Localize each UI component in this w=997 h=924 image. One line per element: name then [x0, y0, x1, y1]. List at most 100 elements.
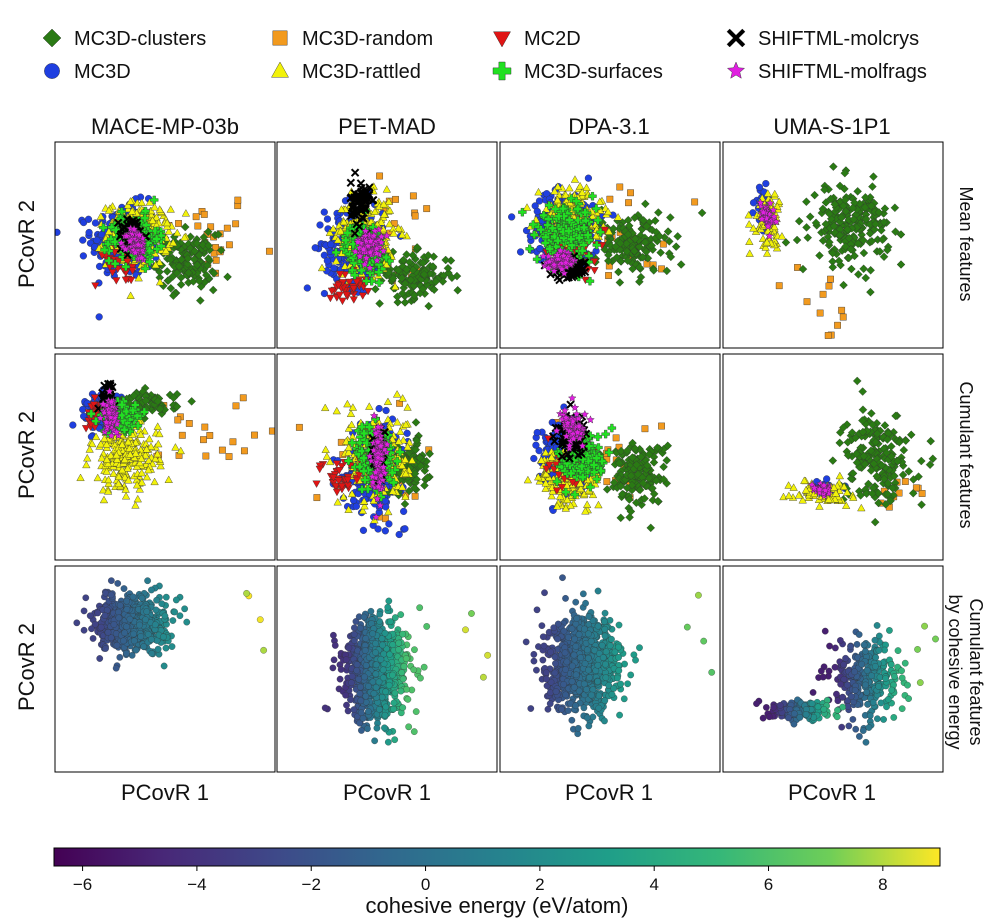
- point: [145, 434, 154, 443]
- point: [614, 267, 623, 277]
- point: [85, 445, 94, 453]
- point: [124, 476, 133, 484]
- point: [90, 394, 99, 402]
- point: [391, 282, 400, 290]
- point: [363, 241, 373, 250]
- point: [229, 438, 237, 446]
- point: [810, 190, 819, 200]
- point: [359, 244, 368, 254]
- point: [352, 219, 361, 229]
- point: [266, 247, 273, 255]
- point: [346, 409, 356, 417]
- point: [375, 404, 383, 413]
- point: [370, 207, 380, 215]
- point: [875, 247, 885, 256]
- point: [212, 256, 220, 264]
- point: [572, 196, 581, 206]
- point: [671, 242, 681, 251]
- point: [323, 215, 332, 223]
- point: [320, 208, 328, 216]
- point: [869, 172, 878, 181]
- point: [196, 296, 205, 305]
- point: [536, 244, 544, 253]
- point: [549, 260, 559, 269]
- point: [544, 263, 553, 272]
- point: [154, 439, 163, 448]
- point: [398, 461, 407, 469]
- point: [616, 183, 624, 191]
- point: [630, 234, 640, 244]
- point: [401, 420, 410, 428]
- point: [541, 238, 550, 248]
- point: [890, 203, 900, 213]
- point: [84, 215, 93, 223]
- point: [134, 273, 143, 282]
- point: [102, 417, 111, 426]
- point: [561, 190, 570, 199]
- point: [829, 162, 838, 171]
- point: [650, 216, 660, 226]
- point: [359, 526, 368, 534]
- point: [98, 252, 107, 260]
- point: [150, 202, 159, 211]
- panel: [54, 141, 276, 349]
- point: [425, 449, 434, 459]
- point: [400, 507, 408, 515]
- point: [639, 216, 648, 225]
- point: [135, 458, 145, 467]
- point: [584, 235, 594, 245]
- point: [585, 276, 595, 286]
- point: [131, 400, 140, 410]
- point: [123, 464, 132, 472]
- point: [330, 264, 338, 272]
- point: [385, 520, 393, 528]
- y-axis-labels: PCovR 2 PCovR 2 PCovR 2: [14, 200, 39, 711]
- point: [341, 236, 350, 245]
- point: [106, 412, 116, 422]
- point: [335, 467, 344, 475]
- column-title: DPA-3.1: [568, 114, 650, 139]
- point: [132, 480, 142, 489]
- point: [200, 211, 208, 218]
- point: [604, 256, 613, 266]
- point: [536, 225, 546, 234]
- point: [824, 332, 832, 339]
- panel-points: [303, 168, 462, 311]
- point: [838, 306, 846, 314]
- point: [765, 198, 775, 207]
- point: [97, 453, 106, 462]
- point: [218, 446, 226, 454]
- point: [407, 456, 417, 464]
- point: [327, 287, 337, 296]
- point: [343, 228, 352, 238]
- point: [104, 479, 113, 487]
- point: [374, 525, 382, 533]
- point: [603, 207, 613, 216]
- point: [131, 248, 140, 257]
- point: [345, 278, 354, 287]
- point: [186, 232, 195, 242]
- point: [334, 281, 343, 290]
- point: [370, 226, 380, 235]
- y-axis-label: PCovR 2: [14, 411, 39, 499]
- point: [647, 241, 657, 250]
- point: [402, 250, 411, 259]
- point: [365, 183, 374, 192]
- point: [332, 460, 341, 468]
- point: [532, 255, 542, 264]
- point: [382, 185, 391, 193]
- point: [85, 228, 93, 237]
- point: [398, 262, 408, 271]
- point: [418, 258, 428, 268]
- point: [117, 411, 127, 420]
- point: [203, 227, 213, 237]
- point: [184, 268, 193, 278]
- point: [350, 168, 360, 177]
- point: [530, 230, 539, 240]
- point: [91, 219, 100, 227]
- point: [350, 229, 360, 238]
- point: [129, 391, 139, 400]
- point: [335, 270, 345, 279]
- point: [749, 199, 758, 207]
- point: [152, 213, 161, 221]
